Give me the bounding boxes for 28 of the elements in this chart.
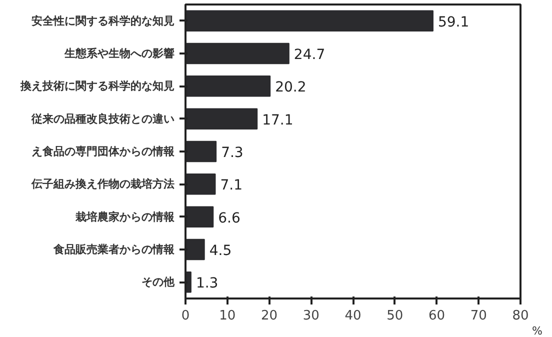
- x-axis-title: %: [532, 324, 542, 337]
- x-tick-label: 0: [181, 308, 190, 324]
- data-label: 17.1: [262, 112, 294, 128]
- x-tick-label: 30: [302, 308, 320, 324]
- data-label: 59.1: [438, 14, 470, 30]
- y-tick-label: 換え技術に関する科学的な知見: [20, 80, 174, 93]
- data-label: 7.3: [221, 145, 244, 161]
- data-label: 4.5: [209, 243, 232, 259]
- x-tick-label: 50: [386, 308, 404, 324]
- y-tick-label: 安全性に関する科学的な知見: [32, 14, 174, 28]
- data-label: 7.1: [220, 178, 242, 194]
- x-tick-label: 20: [260, 308, 278, 324]
- x-tick-label: 70: [470, 308, 487, 324]
- x-tick-label: 10: [219, 308, 236, 324]
- y-tick-label: 食品販売業者からの情報: [52, 243, 176, 256]
- y-tick-label: 栽培農家からの情報: [74, 210, 176, 224]
- data-label: 20.2: [275, 80, 306, 96]
- data-label: 6.6: [218, 210, 240, 226]
- data-label: 1.3: [196, 276, 218, 292]
- x-tick-label: 40: [344, 308, 362, 324]
- y-tick-label: 伝子組み換え作物の栽培方法: [30, 178, 174, 191]
- y-tick-label: え食品の専門団体からの情報: [32, 145, 176, 158]
- y-tick-label: その他: [142, 276, 176, 289]
- y-tick-label: 生態系や生物への影響: [64, 47, 174, 60]
- x-tick-label: 80: [512, 308, 529, 324]
- data-label: 24.7: [294, 47, 326, 63]
- x-tick-label: 60: [428, 308, 446, 324]
- y-tick-label: 従来の品種改良技術との違い: [30, 112, 174, 126]
